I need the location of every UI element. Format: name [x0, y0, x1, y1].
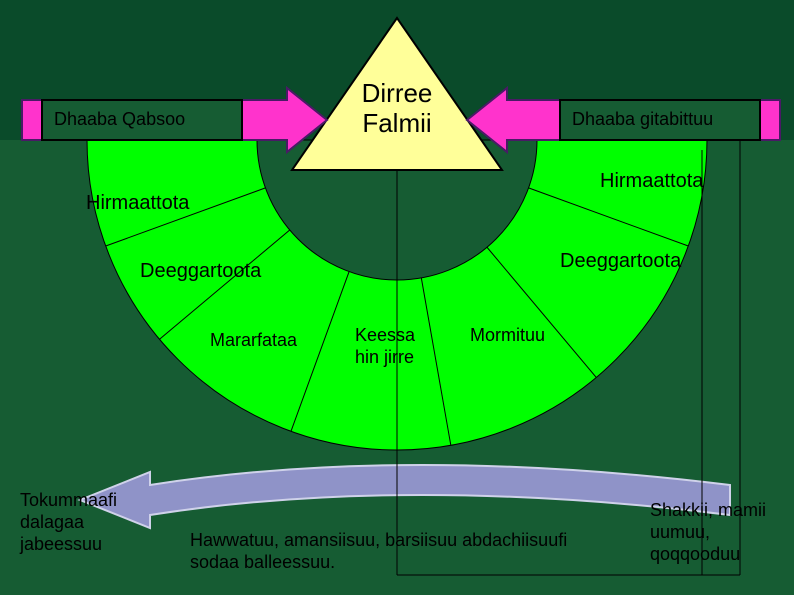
inner-label-2-line2: hin jirre: [355, 347, 414, 368]
bottom-center-line1: Hawwatuu, amansiisuu, barsiisuu abdachii…: [190, 530, 567, 551]
bottom-right-line3: qoqqooduu: [650, 544, 740, 565]
bottom-left-line1: Tokummaafi: [20, 490, 117, 511]
inner-label-2-line1: Keessa: [355, 325, 415, 346]
inner-label-3: Mormituu: [470, 325, 545, 346]
inner-label-1: Mararfataa: [210, 330, 297, 351]
mid-label-right: Deeggartoota: [560, 250, 681, 273]
outer-label-left: Hirmaattota: [86, 192, 189, 215]
mid-label-left: Deeggartoota: [140, 260, 261, 283]
outer-label-right: Hirmaattota: [600, 170, 703, 193]
bottom-right-line2: uumuu,: [650, 522, 710, 543]
triangle-label-line1: Dirree: [362, 78, 433, 109]
diagram-root: Dirree Falmii Dhaaba Qabsoo Dhaaba gitab…: [0, 0, 794, 595]
triangle-label-line2: Falmii: [362, 108, 431, 139]
bottom-left-line2: dalagaa: [20, 512, 84, 533]
bottom-left-line3: jabeessuu: [20, 534, 102, 555]
right-box-label: Dhaaba gitabittuu: [572, 109, 713, 130]
bottom-center-line2: sodaa balleessuu.: [190, 552, 335, 573]
bottom-right-line1: Shakkii, mamii: [650, 500, 766, 521]
left-box-label: Dhaaba Qabsoo: [54, 109, 185, 130]
